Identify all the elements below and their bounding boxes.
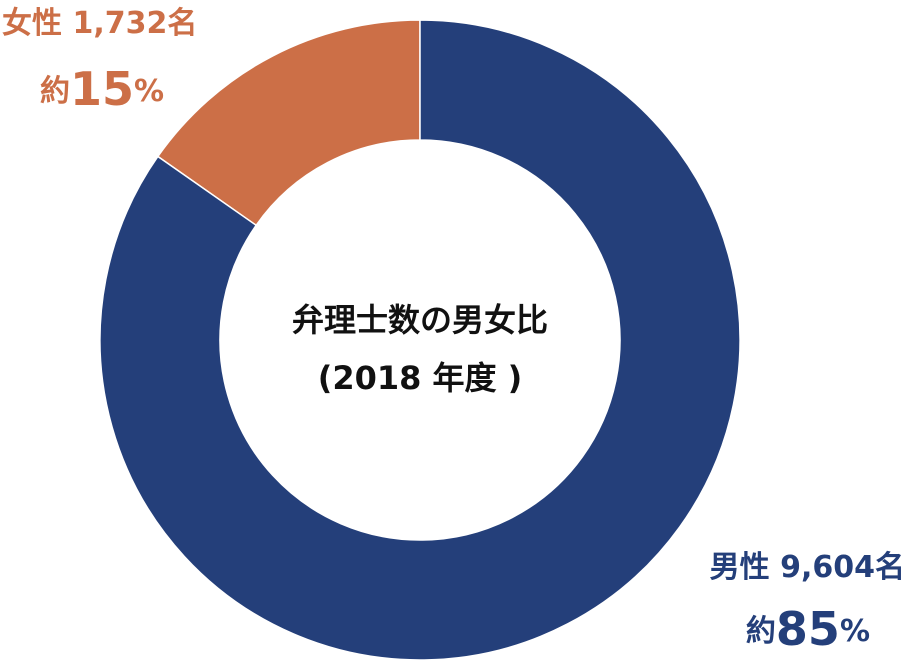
percent-part: 約	[746, 614, 776, 649]
value-label: 9,604名	[780, 550, 905, 585]
percent-part: %	[840, 614, 870, 649]
value-label: 1,732名	[72, 6, 197, 41]
percent-part: 約	[40, 74, 70, 109]
percent-part: 85	[776, 602, 840, 656]
percent-label: 約85%	[746, 602, 870, 656]
category-label: 女性	[2, 6, 62, 41]
category-label: 男性	[710, 550, 770, 585]
slice-label: 男性 9,604名	[710, 550, 905, 585]
slice-label: 女性 1,732名	[2, 6, 197, 41]
donut-slice	[99, 19, 741, 661]
percent-part: 15	[70, 62, 134, 116]
chart-title: 弁理士数の男女比	[292, 301, 548, 339]
percent-part: %	[134, 74, 164, 109]
percent-label: 約15%	[40, 62, 164, 116]
chart-subtitle: (2018 年度 )	[318, 359, 523, 397]
